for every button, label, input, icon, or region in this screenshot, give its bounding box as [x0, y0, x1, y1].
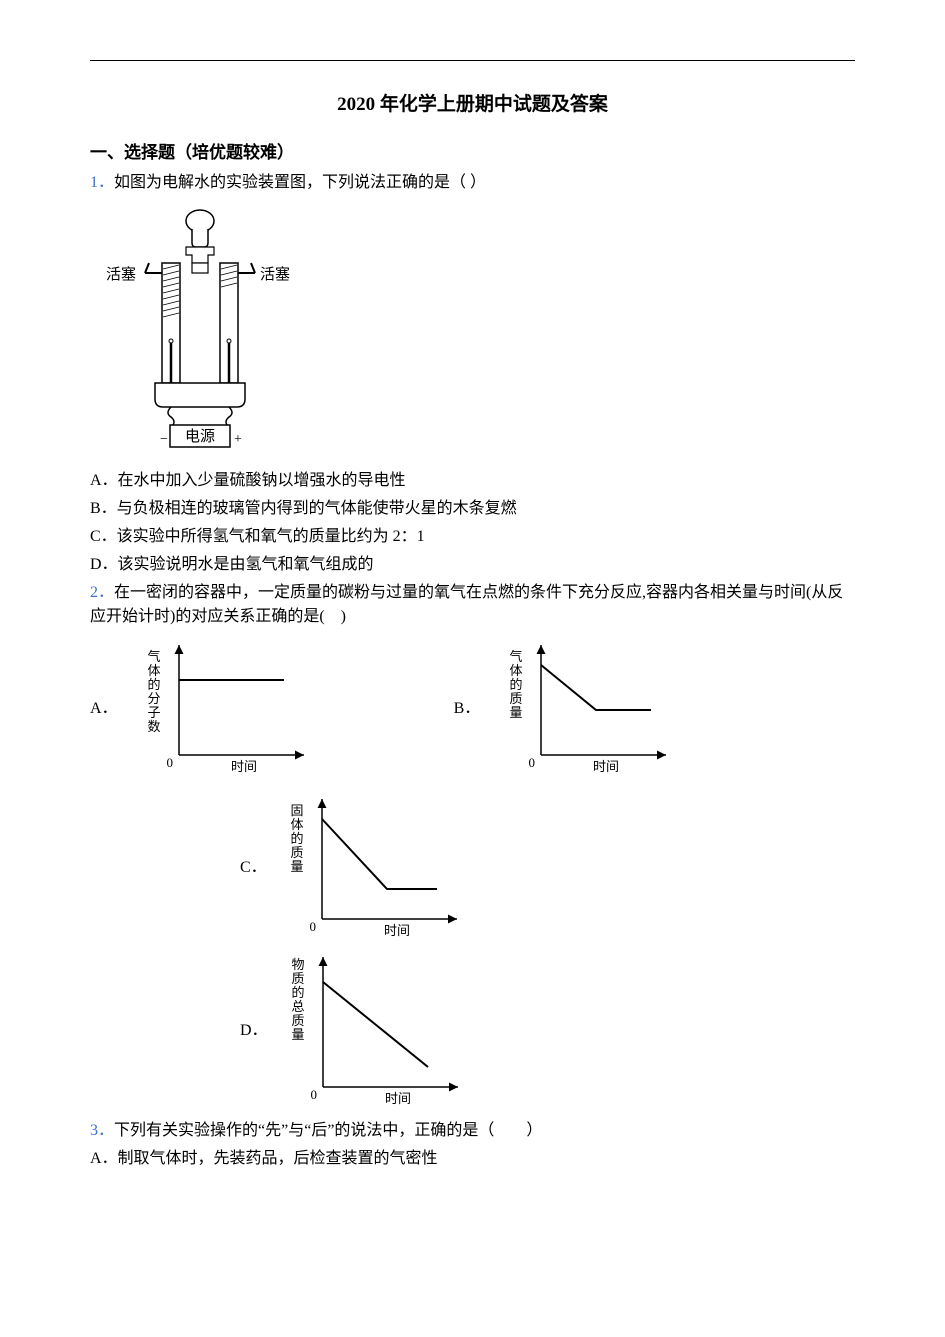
label-negative: − — [160, 432, 168, 447]
q1-opt-a: A．在水中加入少量硫酸钠以增强水的导电性 — [90, 469, 855, 493]
q2-opt-d-label: D． — [240, 1019, 268, 1043]
svg-text:固体的质量: 固体的质量 — [290, 803, 303, 874]
question-3: 3．下列有关实验操作的“先”与“后”的说法中，正确的是（ ） — [90, 1119, 855, 1143]
q1-apparatus-diagram: 活塞 活塞 电源 − + — [100, 203, 855, 461]
q2-number: 2． — [90, 584, 114, 601]
q2-chart-c: 0 固体的质量 时间 — [267, 789, 467, 947]
label-positive: + — [234, 432, 242, 447]
q2-opt-c-label: C． — [240, 856, 267, 880]
label-plug-left: 活塞 — [106, 265, 136, 283]
question-2: 2．在一密闭的容器中，一定质量的碳粉与过量的氧气在点燃的条件下充分反应,容器内各… — [90, 581, 855, 629]
svg-text:气体的分子数: 气体的分子数 — [147, 649, 160, 734]
q1-opt-c: C．该实验中所得氢气和氧气的质量比约为 2：1 — [90, 525, 855, 549]
svg-text:时间: 时间 — [384, 923, 410, 938]
q3-text: 下列有关实验操作的“先”与“后”的说法中，正确的是（ ） — [114, 1122, 542, 1139]
svg-text:时间: 时间 — [385, 1091, 411, 1106]
svg-text:0: 0 — [309, 919, 316, 934]
q2-chart-a: 0 气体的分子数 时间 — [124, 635, 314, 783]
label-power: 电源 — [185, 428, 215, 445]
q1-text: 如图为电解水的实验装置图，下列说法正确的是（ ） — [114, 174, 486, 191]
q2-chart-b: 0 气体的质量 时间 — [486, 635, 676, 783]
top-rule — [90, 60, 855, 61]
q2-opt-b-label: B． — [454, 697, 481, 721]
page-title: 2020 年化学上册期中试题及答案 — [90, 91, 855, 120]
svg-text:时间: 时间 — [593, 759, 619, 774]
q2-row-ab: A． 0 气体的分子数 时间 B． — [90, 635, 855, 783]
question-1: 1．如图为电解水的实验装置图，下列说法正确的是（ ） — [90, 171, 855, 195]
q2-text: 在一密闭的容器中，一定质量的碳粉与过量的氧气在点燃的条件下充分反应,容器内各相关… — [90, 584, 843, 625]
svg-text:0: 0 — [166, 755, 173, 770]
svg-text:0: 0 — [310, 1087, 317, 1102]
q3-opt-a: A．制取气体时，先装药品，后检查装置的气密性 — [90, 1147, 855, 1171]
label-plug-right: 活塞 — [260, 265, 290, 283]
q2-row-c: C． 0 固体的质量 时间 — [240, 789, 855, 947]
svg-text:时间: 时间 — [231, 759, 257, 774]
q1-opt-d: D．该实验说明水是由氢气和氧气组成的 — [90, 553, 855, 577]
section-1-header: 一、选择题（培优题较难） — [90, 140, 855, 166]
svg-text:物质的总质量: 物质的总质量 — [291, 957, 304, 1042]
svg-text:气体的质量: 气体的质量 — [510, 649, 523, 720]
q2-chart-d: 0 物质的总质量 时间 — [268, 947, 468, 1115]
q3-number: 3． — [90, 1122, 114, 1139]
q1-number: 1． — [90, 174, 114, 191]
q2-opt-a-label: A． — [90, 697, 118, 721]
q1-opt-b: B．与负极相连的玻璃管内得到的气体能使带火星的木条复燃 — [90, 497, 855, 521]
q2-row-d: D． 0 物质的总质量 时间 — [240, 947, 855, 1115]
svg-text:0: 0 — [529, 755, 536, 770]
